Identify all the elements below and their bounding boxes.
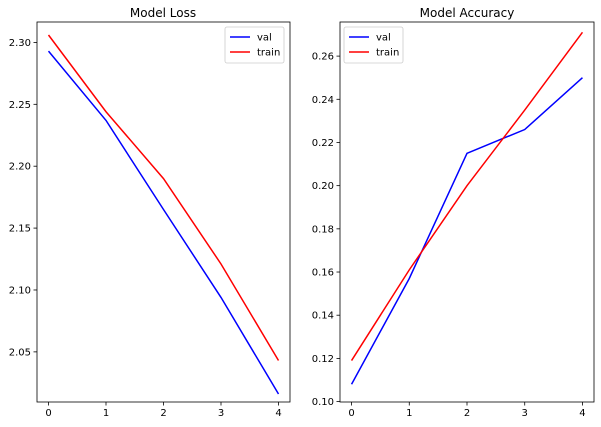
accuracy-x-tick-label: 3 bbox=[522, 408, 528, 419]
accuracy-series-lines bbox=[350, 31, 584, 385]
loss-y-tick-label: 2.05 bbox=[9, 347, 31, 358]
loss-legend: val train bbox=[224, 26, 285, 64]
accuracy-chart-title: Model Accuracy bbox=[420, 6, 515, 20]
loss-chart-title: Model Loss bbox=[130, 6, 196, 20]
accuracy-plot-area bbox=[339, 21, 595, 403]
accuracy-x-tick-label: 0 bbox=[348, 408, 354, 419]
loss-chart-panel: Model Loss 0 1 2 3 4 2.05 2.10 2.15 2.20 2.25 2.3… bbox=[9, 6, 291, 419]
loss-y-axis: 2.05 2.10 2.15 2.20 2.25 2.30 bbox=[9, 38, 37, 358]
accuracy-legend: val train bbox=[343, 26, 404, 64]
accuracy-x-axis: 0 1 2 3 4 bbox=[348, 402, 586, 419]
accuracy-y-tick-label: 0.26 bbox=[312, 52, 334, 63]
accuracy-y-axis: 0.10 0.12 0.14 0.16 0.18 0.20 0.22 0.24 0.26 bbox=[312, 52, 340, 408]
loss-legend-label-train: train bbox=[257, 48, 280, 59]
loss-legend-label-val: val bbox=[257, 33, 272, 44]
accuracy-y-tick-label: 0.10 bbox=[312, 397, 334, 408]
accuracy-legend-label-train: train bbox=[376, 48, 399, 59]
accuracy-y-tick-label: 0.24 bbox=[312, 95, 334, 106]
loss-x-tick-label: 3 bbox=[218, 408, 224, 419]
loss-x-tick-label: 1 bbox=[103, 408, 109, 419]
loss-x-tick-label: 4 bbox=[275, 408, 281, 419]
loss-series-lines bbox=[47, 34, 280, 395]
loss-y-tick-label: 2.15 bbox=[9, 224, 31, 235]
accuracy-legend-box bbox=[343, 26, 404, 64]
accuracy-x-tick-label: 4 bbox=[579, 408, 585, 419]
accuracy-y-tick-label: 0.18 bbox=[312, 224, 334, 235]
loss-x-tick-label: 0 bbox=[45, 408, 51, 419]
loss-x-tick-label: 2 bbox=[160, 408, 166, 419]
accuracy-legend-label-val: val bbox=[376, 33, 391, 44]
loss-y-tick-label: 2.30 bbox=[9, 38, 31, 49]
loss-y-tick-label: 2.10 bbox=[9, 285, 31, 296]
accuracy-y-tick-label: 0.14 bbox=[312, 311, 334, 322]
accuracy-y-tick-label: 0.22 bbox=[312, 138, 334, 149]
loss-y-tick-label: 2.20 bbox=[9, 162, 31, 173]
loss-plot-area bbox=[36, 21, 291, 403]
accuracy-y-tick-label: 0.20 bbox=[312, 181, 334, 192]
loss-legend-box bbox=[224, 26, 285, 64]
accuracy-y-tick-label: 0.12 bbox=[312, 354, 334, 365]
loss-y-tick-label: 2.25 bbox=[9, 100, 31, 111]
accuracy-x-tick-label: 2 bbox=[464, 408, 470, 419]
accuracy-x-tick-label: 1 bbox=[406, 408, 412, 419]
accuracy-y-tick-label: 0.16 bbox=[312, 268, 334, 279]
loss-x-axis: 0 1 2 3 4 bbox=[45, 402, 282, 419]
